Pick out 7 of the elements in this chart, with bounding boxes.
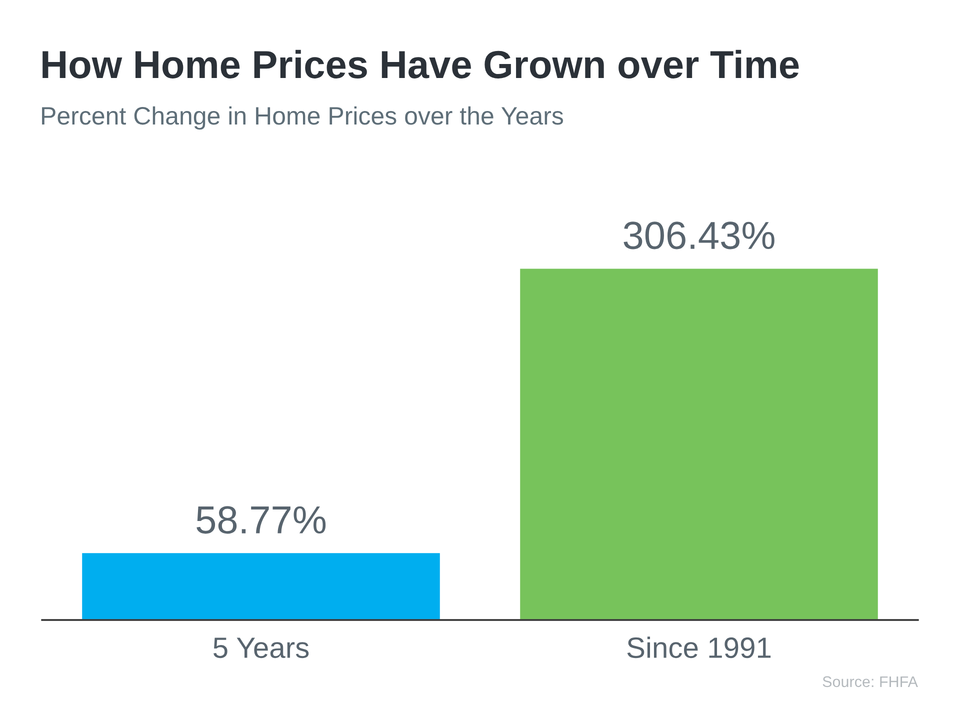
x-tick-label: Since 1991 xyxy=(627,636,771,658)
chart-subtitle: Percent Change in Home Prices over the Years xyxy=(42,106,564,130)
x-tick-label: 5 Years xyxy=(213,638,309,658)
chart-title: How Home Prices Have Grown over Time xyxy=(42,50,799,78)
data-label: 306.43% xyxy=(624,222,774,250)
data-label: 58.77% xyxy=(196,506,326,534)
source-note: Source: FHFA xyxy=(822,676,918,688)
